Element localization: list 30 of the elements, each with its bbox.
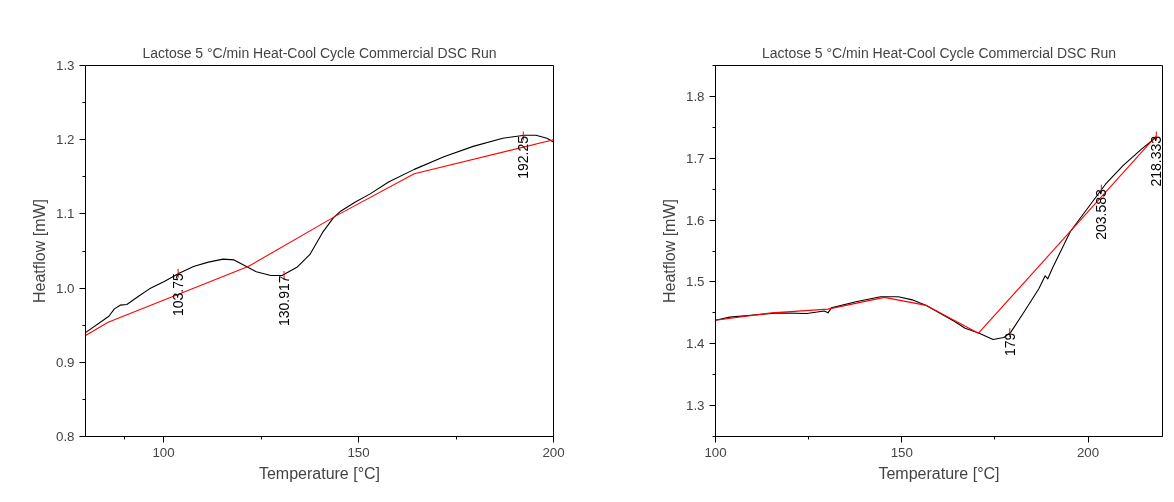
chart-title: Lactose 5 °C/min Heat-Cool Cycle Commercial DSC Run [142,44,497,61]
y-tick-label: 1.2 [55,132,75,148]
y-tick-label: 0.8 [55,429,75,444]
y-tick-label: 0.9 [55,354,75,370]
x-tick-label: 100 [704,444,727,460]
x-tick-label: 150 [890,444,913,460]
x-axis-title: Temperature [°C] [878,464,1000,482]
annotation: 218.333 [1148,135,1165,187]
y-tick-label: 1.1 [55,206,75,222]
y-tick-label: 1.5 [685,274,705,290]
y-tick-label: 1.4 [685,336,706,352]
y-tick-label: 1.6 [685,212,705,228]
y-axis-title: Heatflow [mW] [660,198,678,304]
x-tick-label: 200 [1076,444,1100,460]
annotation: 192.25 [515,135,532,179]
chart-title: Lactose 5 °C/min Heat-Cool Cycle Commercial DSC Run [761,44,1117,61]
x-axis-title: Temperature [°C] [258,464,381,482]
annotation: 203.583 [1093,188,1110,240]
annotation: 179 [1001,332,1018,356]
x-tick-label: 100 [152,444,175,460]
text: 1.0 [55,280,75,296]
y-tick-label: 1.3 [55,58,75,73]
x-tick-label: 200 [542,444,565,460]
y-tick-label: 1.3 [685,398,705,414]
annotation: 130.917 [276,275,293,327]
y-tick-label: 1.7 [685,150,705,166]
y-axis-title: Heatflow [mW] [30,198,48,304]
x-tick-label: 150 [347,444,370,460]
annotation: 103.75 [170,273,187,317]
y-tick-label: 1.8 [685,88,705,104]
